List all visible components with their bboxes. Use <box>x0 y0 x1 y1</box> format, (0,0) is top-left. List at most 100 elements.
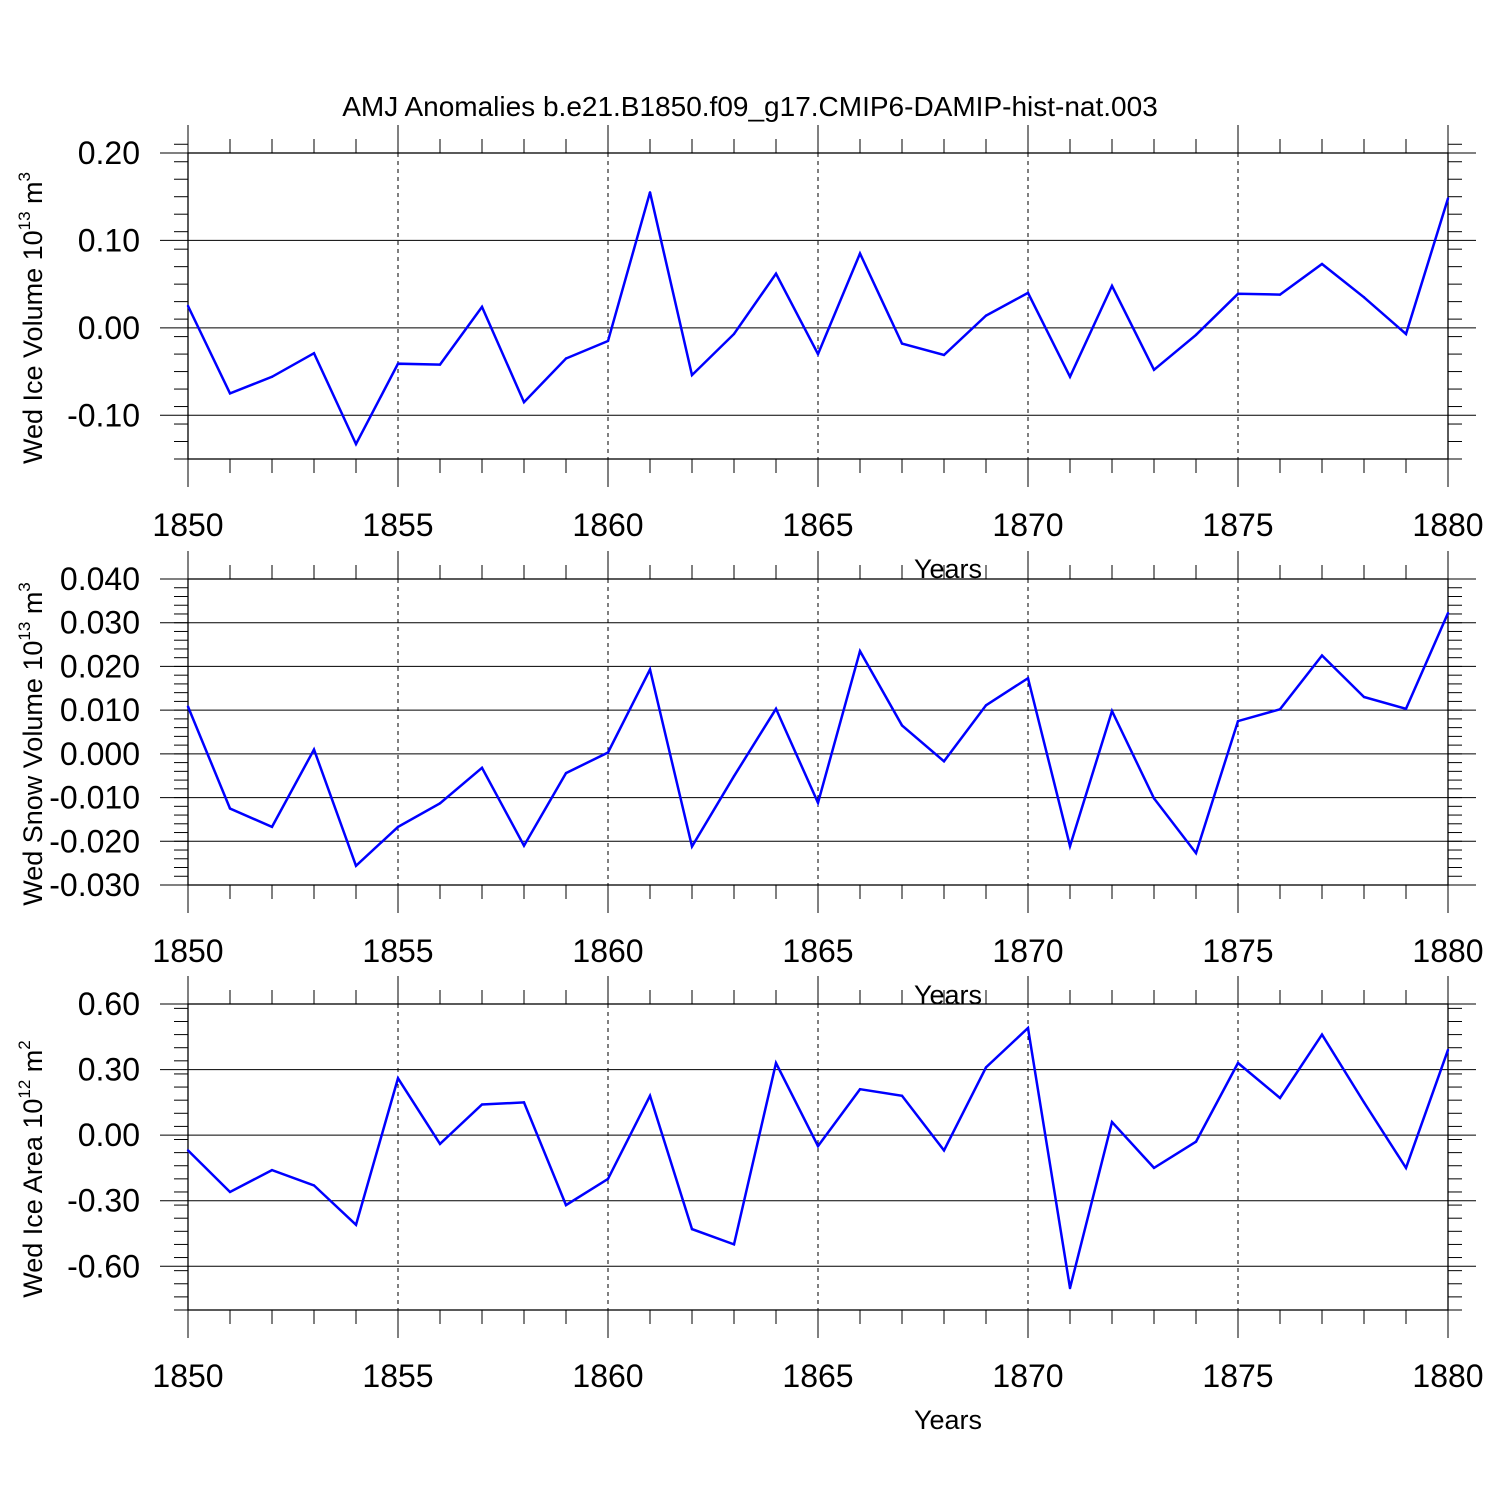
y-tick-label: -0.030 <box>49 867 140 903</box>
data-point <box>1446 1048 1450 1052</box>
data-point <box>1362 695 1366 699</box>
data-points <box>186 191 1450 446</box>
data-point <box>1236 1061 1240 1065</box>
x-tick-label: 1865 <box>782 1358 853 1394</box>
data-point <box>900 1094 904 1098</box>
data-point <box>606 751 610 754</box>
x-tick-label: 1855 <box>362 1358 433 1394</box>
data-point <box>1152 797 1156 800</box>
data-point <box>438 363 442 366</box>
data-point <box>522 400 526 404</box>
y-tick-label: -0.10 <box>67 397 140 433</box>
y-tick-label: -0.30 <box>67 1183 140 1219</box>
y-tick-label: 0.00 <box>78 1117 140 1153</box>
y-tick-label: 0.010 <box>60 692 140 728</box>
y-axis-label: Wed Ice Area 1012 m2 <box>15 1040 48 1298</box>
data-point <box>522 1101 526 1104</box>
data-point <box>438 1142 442 1146</box>
data-point <box>774 707 778 711</box>
data-point <box>858 649 862 653</box>
x-tick-label: 1855 <box>362 933 433 969</box>
x-tick-label: 1850 <box>152 933 223 969</box>
data-point <box>1068 844 1072 848</box>
data-point <box>396 1077 400 1080</box>
data-point <box>690 1227 694 1231</box>
x-tick-label: 1870 <box>992 1358 1063 1394</box>
data-point <box>984 1066 988 1069</box>
data-point <box>564 771 568 775</box>
data-point <box>900 724 904 727</box>
data-point <box>480 1103 484 1106</box>
x-tick-label: 1875 <box>1202 1358 1273 1394</box>
data-point <box>1194 1140 1198 1143</box>
data-point <box>1362 1101 1366 1104</box>
data-point <box>1362 296 1366 299</box>
data-point <box>1068 1286 1072 1290</box>
data-point <box>564 1203 568 1207</box>
data-point <box>1026 1026 1030 1030</box>
data-point <box>732 1243 736 1246</box>
data-point <box>186 705 190 708</box>
y-tick-label: 0.10 <box>78 222 140 258</box>
data-point <box>1278 708 1282 711</box>
data-point <box>186 304 190 308</box>
y-tick-label: -0.020 <box>49 823 140 859</box>
data-point <box>648 1094 652 1098</box>
data-point <box>774 272 778 275</box>
data-point <box>522 844 526 847</box>
x-tick-label: 1855 <box>362 507 433 543</box>
x-tick-label: 1850 <box>152 507 223 543</box>
chart-panel-3: 0.60 0.30 0.00 -0.30 -0.60 1850 1855 1860 1865 18… <box>15 976 1484 1435</box>
chart-panel-2: 0.040 0.030 0.020 0.010 0.000 -0.010 -0.020 -0.… <box>15 551 1484 1010</box>
data-point <box>1404 332 1408 336</box>
y-axis-label: Wed Ice Volume 1013 m3 <box>15 172 48 464</box>
x-tick-label: 1860 <box>572 507 643 543</box>
data-point <box>1194 333 1198 337</box>
y-tick-label: 0.60 <box>78 986 140 1022</box>
data-point <box>1026 677 1030 680</box>
x-tick-label: 1880 <box>1412 933 1483 969</box>
data-point <box>900 342 904 345</box>
data-point <box>984 704 988 707</box>
x-tick-label: 1870 <box>992 933 1063 969</box>
data-point <box>354 1223 358 1226</box>
data-point <box>648 191 652 194</box>
x-tick-label: 1865 <box>782 933 853 969</box>
data-point <box>690 373 694 377</box>
data-point <box>312 1184 316 1187</box>
data-point <box>438 802 442 805</box>
x-tick-label: 1880 <box>1412 1358 1483 1394</box>
data-point <box>1404 1166 1408 1170</box>
y-tick-label: -0.60 <box>67 1248 140 1284</box>
data-point <box>1110 1120 1114 1124</box>
data-point <box>186 1149 190 1152</box>
data-point <box>480 766 484 770</box>
x-tick-label: 1865 <box>782 507 853 543</box>
chart-panel-1: 0.20 0.10 0.00 -0.10 1850 1855 1860 1865 1870 187… <box>15 125 1484 584</box>
data-point <box>732 774 736 778</box>
x-tick-label: 1850 <box>152 1358 223 1394</box>
data-point <box>1152 368 1156 372</box>
data-point <box>1320 654 1324 657</box>
data-point <box>690 845 694 848</box>
data-point <box>312 352 316 355</box>
data-point <box>396 362 400 365</box>
data-point <box>1110 284 1114 288</box>
data-point <box>858 252 862 255</box>
data-point <box>816 352 820 356</box>
data-point <box>228 392 232 395</box>
y-tick-label: 0.20 <box>78 135 140 171</box>
x-tick-label: 1870 <box>992 507 1063 543</box>
y-tick-label: 0.00 <box>78 310 140 346</box>
data-point <box>1236 719 1240 723</box>
axis-ticks <box>160 551 1476 913</box>
data-point <box>480 305 484 309</box>
data-point <box>1404 707 1408 711</box>
y-tick-label: 0.030 <box>60 605 140 641</box>
data-points <box>186 611 1450 867</box>
data-point <box>1320 1033 1324 1036</box>
data-point <box>1446 611 1450 615</box>
data-point <box>1278 293 1282 296</box>
x-tick-label: 1875 <box>1202 933 1273 969</box>
